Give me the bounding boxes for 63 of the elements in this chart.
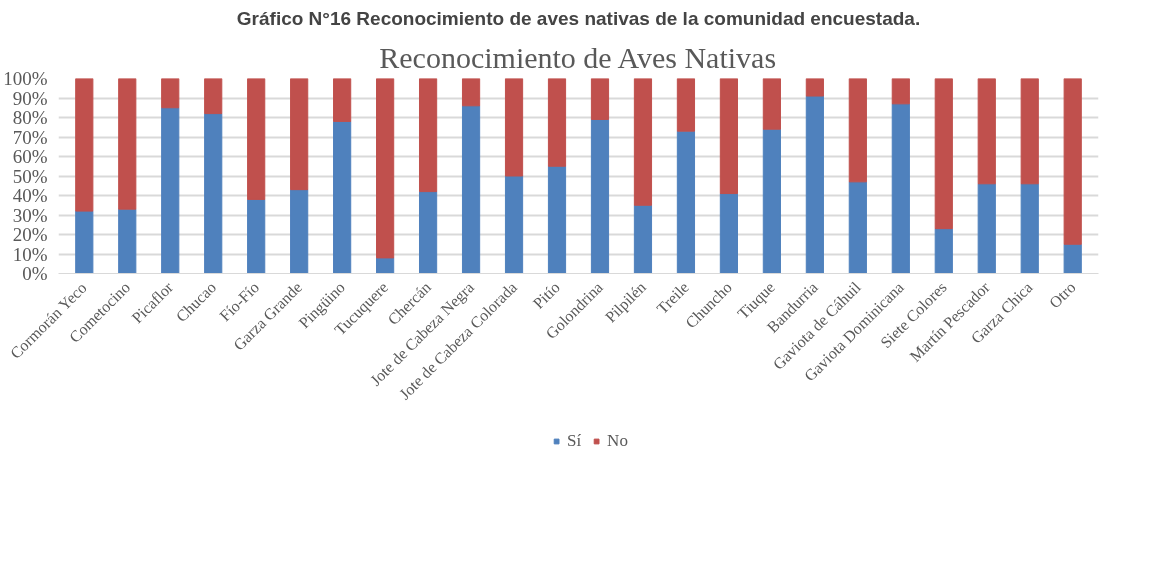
bar: [719, 78, 739, 195]
y-tick-label: 0%: [22, 263, 48, 284]
y-tick-label: 80%: [12, 107, 48, 128]
legend-label: Sí: [567, 431, 583, 451]
bar: [762, 78, 781, 130]
bar: [461, 105, 481, 274]
x-tick-label: Otro: [1045, 278, 1079, 312]
bar: [1063, 78, 1082, 245]
bar: [333, 120, 352, 274]
bar: [891, 78, 910, 105]
bar: [461, 78, 481, 107]
bar: [204, 78, 223, 115]
bar: [934, 228, 953, 274]
bar: [418, 78, 438, 193]
bar: [247, 198, 266, 274]
bar: [376, 78, 395, 259]
bar: [977, 183, 996, 274]
bar: [547, 165, 567, 274]
y-tick-label: 30%: [12, 204, 48, 226]
bar: [204, 113, 223, 274]
bar: [247, 78, 266, 200]
text: Gráfico N°16 Reconocimiento de aves nativas de la comunidad encuestada.: [236, 7, 921, 29]
bar: [161, 78, 180, 109]
y-tick-label: 90%: [12, 87, 48, 109]
bar: [848, 78, 867, 183]
y-tick-label: 40%: [12, 185, 48, 206]
bar: [590, 78, 610, 120]
legend-label: No: [607, 431, 628, 451]
chart-title: Reconocimiento de Aves Nativas: [379, 40, 777, 74]
bar: [719, 193, 739, 274]
bar: [1020, 183, 1039, 274]
bar: [504, 78, 524, 177]
bar: [1063, 243, 1082, 274]
y-tick-label: 10%: [12, 243, 48, 265]
bar: [118, 78, 137, 210]
bar: [75, 210, 94, 274]
bar: [676, 78, 696, 132]
y-tick-label: 50%: [12, 165, 48, 187]
bar: [418, 191, 438, 274]
y-tick-label: 100%: [3, 68, 48, 89]
y-tick-label: 60%: [12, 146, 48, 167]
bar: [805, 95, 824, 274]
bar: [1020, 78, 1039, 185]
y-tick-label: 70%: [12, 126, 48, 148]
bar: [633, 204, 653, 274]
bar: [547, 78, 567, 167]
bar: [290, 189, 309, 274]
bar: [290, 78, 309, 191]
bar: [805, 78, 824, 97]
bar: [676, 130, 696, 274]
bar: [891, 103, 910, 274]
bar: [590, 118, 610, 274]
bar: [118, 208, 137, 274]
bar: [75, 78, 94, 212]
y-tick-label: 20%: [12, 224, 48, 245]
bar: [977, 78, 996, 185]
bar: [161, 107, 180, 274]
bar: [762, 128, 781, 274]
bar: [633, 78, 653, 206]
bar: [934, 78, 953, 230]
bar: [848, 181, 867, 274]
bar: [504, 175, 524, 274]
bar: [333, 78, 352, 122]
